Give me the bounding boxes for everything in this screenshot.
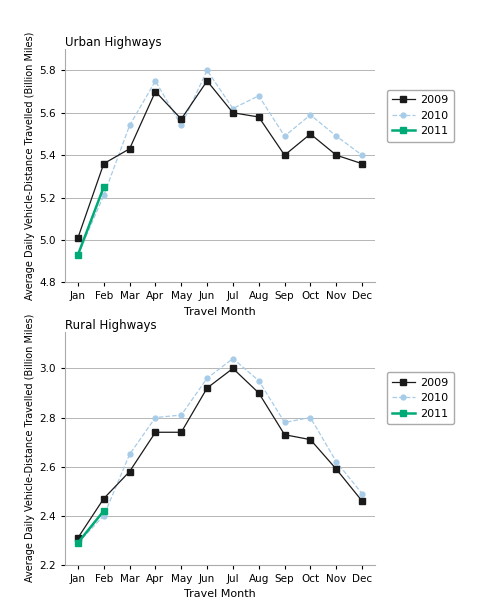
Text: Urban Highways: Urban Highways [65,36,162,49]
Legend: 2009, 2010, 2011: 2009, 2010, 2011 [387,90,454,142]
Y-axis label: Average Daily Vehicle-Distance Travelled (Billion Miles): Average Daily Vehicle-Distance Travelled… [25,314,35,583]
Y-axis label: Average Daily Vehicle-Distance Travelled (Billion Miles): Average Daily Vehicle-Distance Travelled… [25,31,35,300]
Legend: 2009, 2010, 2011: 2009, 2010, 2011 [387,372,454,424]
Text: Rural Highways: Rural Highways [65,319,156,332]
X-axis label: Travel Month: Travel Month [184,307,256,317]
X-axis label: Travel Month: Travel Month [184,589,256,599]
